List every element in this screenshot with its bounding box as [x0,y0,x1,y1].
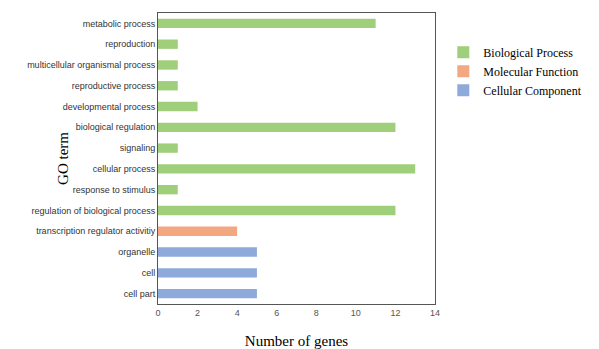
svg-text:metabolic process: metabolic process [83,19,156,29]
svg-text:8: 8 [314,308,319,318]
svg-text:multicellular organismal proce: multicellular organismal process [27,60,156,70]
svg-text:developmental process: developmental process [63,102,156,112]
svg-text:4: 4 [235,308,240,318]
svg-text:12: 12 [390,308,400,318]
svg-text:10: 10 [351,308,361,318]
svg-text:Biological Process: Biological Process [483,46,573,60]
svg-text:reproductive process: reproductive process [72,81,156,91]
svg-text:transcription regulator activi: transcription regulator activitiy [36,226,156,236]
svg-text:Cellular Component: Cellular Component [483,84,581,98]
svg-text:biological regulation: biological regulation [76,122,156,132]
svg-text:6: 6 [274,308,279,318]
svg-text:cell: cell [142,268,156,278]
svg-text:2: 2 [195,308,200,318]
svg-text:signaling: signaling [120,143,156,153]
svg-text:Molecular Function: Molecular Function [483,65,578,79]
svg-text:regulation of biological proce: regulation of biological process [32,206,156,216]
svg-text:cell part: cell part [124,289,156,299]
svg-text:cellular process: cellular process [93,164,156,174]
svg-text:14: 14 [430,308,440,318]
svg-text:response to stimulus: response to stimulus [73,185,156,195]
svg-text:GO term: GO term [55,132,71,185]
svg-text:Number of genes: Number of genes [245,333,348,349]
svg-text:0: 0 [155,308,160,318]
svg-text:organelle: organelle [118,247,155,257]
svg-text:reproduction: reproduction [105,39,155,49]
